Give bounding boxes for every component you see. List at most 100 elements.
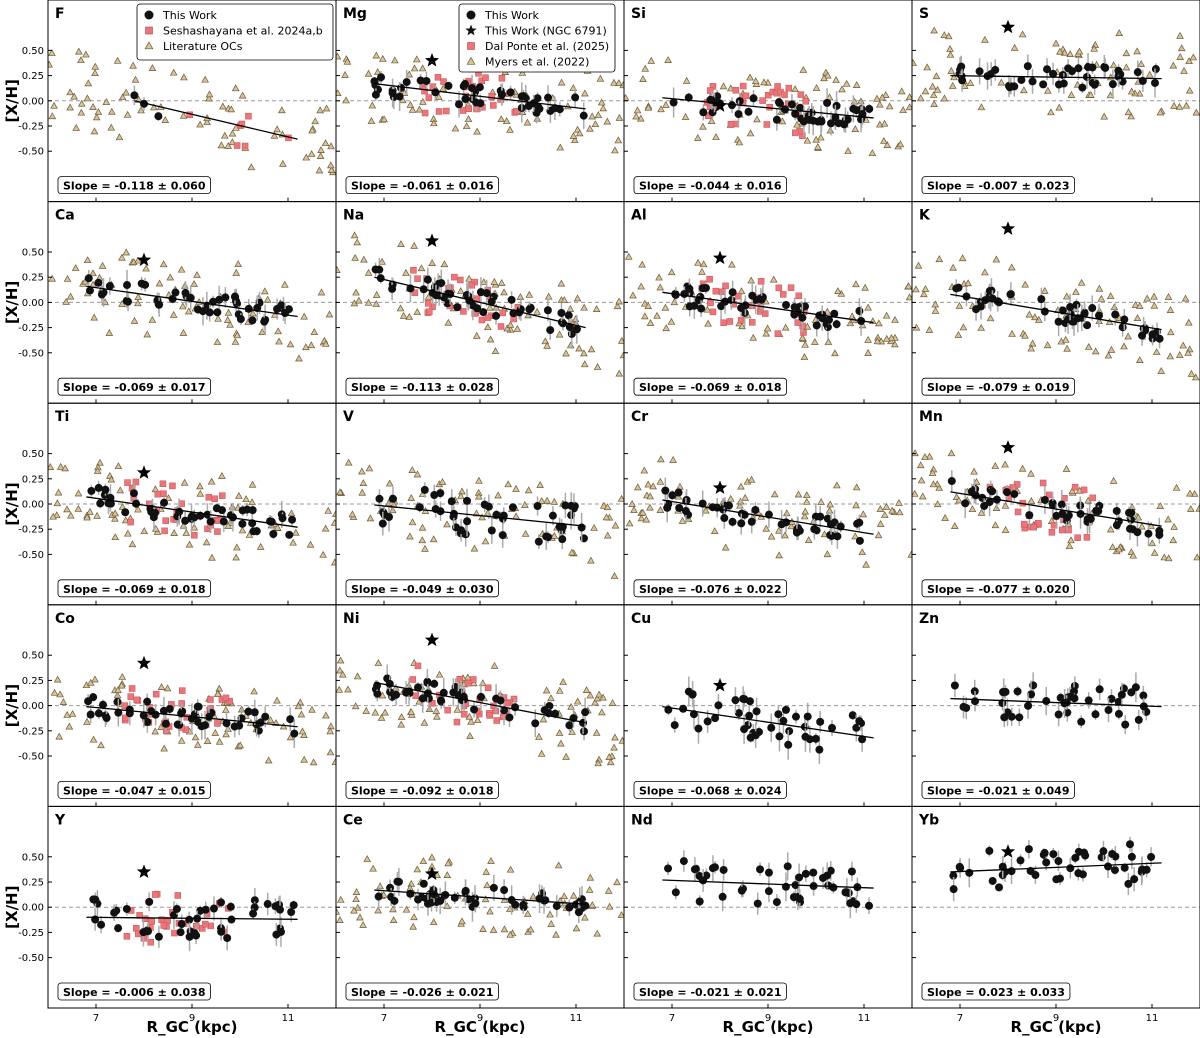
myers-point [330,518,336,526]
myers-point [396,304,405,312]
legend-marker-triangle [144,41,154,50]
myers-point [497,115,506,123]
y-tick-label: 0.50 [22,651,44,662]
gradient-fit-line [950,491,1162,527]
this-work-point [972,305,981,314]
this-work-point [414,683,423,692]
y-tick-label: 0.00 [22,903,44,914]
myers-point [662,101,670,108]
myers-point [763,324,772,332]
myers-point [1122,49,1131,57]
myers-point [500,288,508,296]
this-work-point [388,284,397,293]
myers-point [712,133,720,140]
dal-ponte-point [490,102,497,109]
this-work-point [181,288,190,297]
myers-point [213,689,222,697]
this-work-point [855,307,864,316]
myers-point [895,498,903,506]
gradient-fit-line [86,285,298,318]
this-work-point [540,706,549,715]
myers-point [479,925,487,932]
myers-point [676,482,684,490]
myers-point [1021,280,1030,288]
this-work-point [250,708,259,717]
myers-point [876,519,885,527]
myers-point [656,477,665,485]
this-work-point [205,308,214,317]
myers-point [694,134,702,141]
this-work-point [506,88,515,97]
myers-point [407,879,416,887]
this-work-point [790,303,799,312]
myers-point [586,691,595,699]
this-work-point [1037,295,1046,304]
myers-point [746,73,754,81]
dal-ponte-point [453,718,461,726]
myers-point [637,282,646,290]
myers-point [140,527,149,535]
myers-point [882,334,891,342]
myers-point [196,482,204,490]
myers-point [664,56,672,63]
myers-point [1137,60,1146,67]
this-work-point [1117,690,1126,699]
myers-point [351,702,360,710]
myers-point [1176,31,1184,39]
myers-point [749,333,758,341]
myers-point [646,503,654,511]
myers-point [617,494,624,502]
panel-data-mn [912,440,1200,562]
this-work-point [1114,709,1123,718]
this-work-point [89,693,98,702]
this-work-point [219,517,228,526]
dal-ponte-point [1080,486,1088,494]
myers-point [669,455,677,463]
myers-point [111,533,120,541]
dal-ponte-point [484,314,492,321]
myers-point [107,107,116,115]
myers-point [610,78,618,86]
myers-point [555,729,564,736]
myers-point [342,96,350,104]
myers-point [920,290,928,298]
myers-point [220,131,229,139]
myers-point [90,313,99,321]
dal-ponte-point [425,94,433,101]
this-work-point [492,694,501,703]
myers-point [933,85,942,93]
this-work-point [249,527,258,536]
dal-ponte-point [205,494,213,501]
myers-point [233,543,241,551]
myers-point [298,727,307,735]
myers-point [374,906,382,914]
this-work-point [1151,65,1160,74]
myers-point [955,301,964,309]
myers-point [179,111,188,119]
y-tick-label: 0.50 [22,852,44,863]
this-work-point [1054,857,1063,866]
myers-point [86,507,94,515]
x-tick-label: 11 [570,1013,583,1024]
myers-point [331,758,336,766]
this-work-point [517,92,526,101]
myers-point [260,287,269,295]
myers-point [825,506,834,514]
this-work-point [1070,694,1079,703]
this-work-point [1127,515,1136,524]
myers-point [483,881,491,889]
this-work-point [1127,852,1136,861]
this-work-point [235,721,244,730]
myers-point [300,312,309,320]
myers-point [302,153,311,161]
this-work-point [858,110,867,119]
myers-point [580,360,589,368]
myers-point [63,505,71,513]
myers-point [615,113,624,121]
this-work-point [737,886,746,895]
this-work-point [140,99,148,108]
slope-text: Slope = -0.021 ± 0.049 [927,784,1070,797]
this-work-point [444,81,453,90]
myers-point [481,537,490,545]
